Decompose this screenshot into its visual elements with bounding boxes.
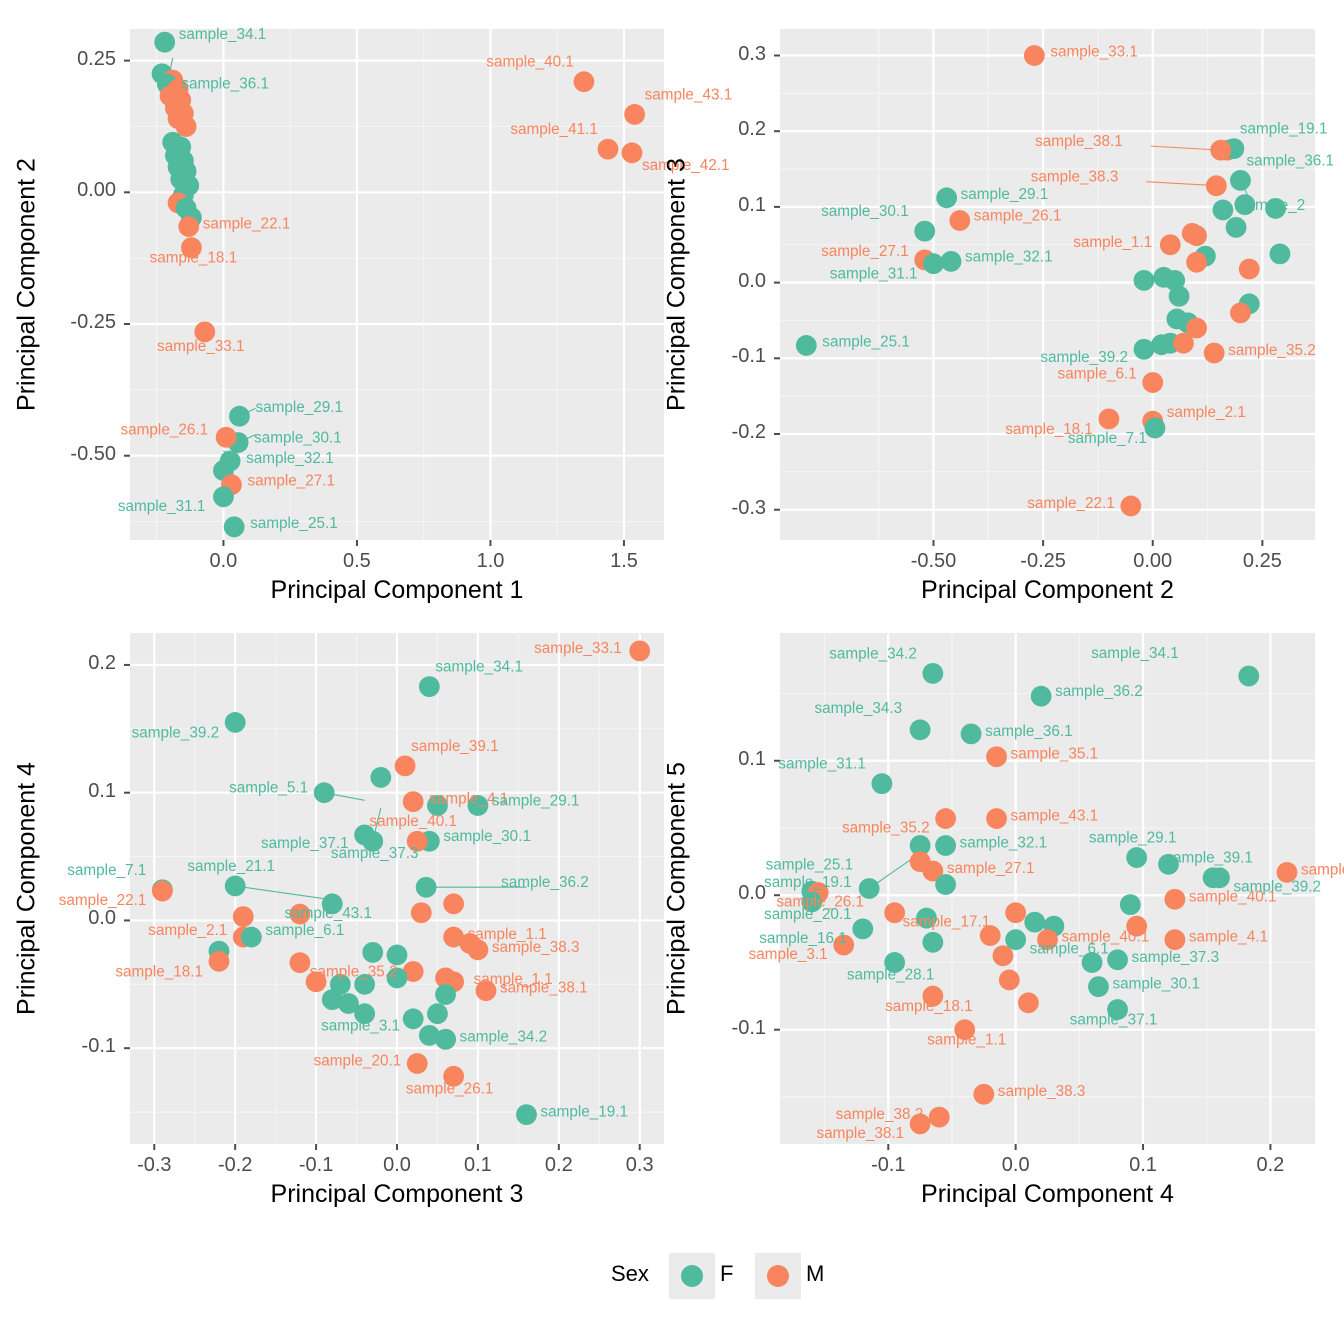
- svg-text:sample_18.1: sample_18.1: [115, 963, 203, 980]
- svg-text:sample_25.1: sample_25.1: [766, 857, 854, 874]
- svg-text:sample_27.1: sample_27.1: [947, 860, 1035, 877]
- svg-text:sample_33.1: sample_33.1: [157, 338, 245, 355]
- svg-text:sample_22.1: sample_22.1: [203, 216, 291, 233]
- svg-text:sample_38.1: sample_38.1: [1035, 133, 1123, 150]
- svg-text:sample_36.1: sample_36.1: [1246, 152, 1334, 169]
- svg-text:sample_39.2: sample_39.2: [1233, 879, 1321, 896]
- svg-text:sample_4.1: sample_4.1: [1189, 929, 1268, 946]
- svg-text:sample_2: sample_2: [1239, 197, 1305, 214]
- svg-text:sample_5.1: sample_5.1: [229, 780, 308, 797]
- svg-text:sample_39.1: sample_39.1: [411, 738, 499, 755]
- svg-text:sample_27.1: sample_27.1: [821, 243, 909, 260]
- svg-text:sample_30.1: sample_30.1: [254, 430, 342, 447]
- svg-text:sample_37.1: sample_37.1: [1070, 1012, 1158, 1029]
- svg-text:sample_33.1: sample_33.1: [534, 640, 622, 657]
- svg-text:sample_26.1: sample_26.1: [121, 421, 209, 438]
- svg-text:sample_3.1: sample_3.1: [749, 946, 828, 963]
- svg-text:sample_25.1: sample_25.1: [822, 333, 910, 350]
- svg-text:sample_29.1: sample_29.1: [961, 186, 1049, 203]
- svg-text:sample_28.1: sample_28.1: [847, 966, 935, 983]
- svg-text:sample_19.1: sample_19.1: [1240, 121, 1328, 138]
- svg-text:sample_38.3: sample_38.3: [1031, 169, 1119, 186]
- svg-text:sample_34.2: sample_34.2: [460, 1028, 548, 1045]
- svg-text:sample_35.2: sample_35.2: [1228, 342, 1316, 359]
- svg-text:sample_6.1: sample_6.1: [265, 922, 344, 939]
- svg-text:sample_25.1: sample_25.1: [250, 515, 338, 532]
- svg-text:sample_32.1: sample_32.1: [965, 248, 1053, 265]
- svg-text:sample_22.1: sample_22.1: [1027, 495, 1115, 512]
- svg-text:sample_3.1: sample_3.1: [321, 1018, 400, 1035]
- svg-text:sample_17.1: sample_17.1: [903, 914, 991, 931]
- svg-text:sample_37.1: sample_37.1: [261, 835, 349, 852]
- svg-text:sample_34.2: sample_34.2: [829, 645, 917, 662]
- svg-text:sample_6.1: sample_6.1: [1058, 366, 1137, 383]
- svg-text:sample_18.1: sample_18.1: [885, 998, 973, 1015]
- svg-text:sample_26.1: sample_26.1: [406, 1080, 494, 1097]
- svg-text:sample_29.1: sample_29.1: [492, 792, 580, 809]
- svg-text:sample_33.1: sample_33.1: [1050, 44, 1138, 61]
- svg-text:sample_1.1: sample_1.1: [1073, 234, 1152, 251]
- svg-text:sample_31.1: sample_31.1: [118, 498, 206, 515]
- svg-text:sample_27.1: sample_27.1: [247, 473, 335, 490]
- svg-text:sample_40.1: sample_40.1: [369, 813, 457, 830]
- svg-text:sample_31.1: sample_31.1: [830, 266, 918, 283]
- svg-text:sample_35.1: sample_35.1: [1011, 746, 1099, 763]
- svg-text:sample_34.1: sample_34.1: [1091, 645, 1179, 662]
- svg-text:sample_16.1: sample_16.1: [759, 930, 847, 947]
- svg-text:sample_19.1: sample_19.1: [764, 874, 852, 891]
- svg-text:sample_38.2: sample_38.2: [836, 1106, 924, 1123]
- svg-text:sample_2.1: sample_2.1: [1167, 404, 1246, 421]
- svg-text:sample_35.2: sample_35.2: [310, 964, 398, 981]
- svg-text:sample_30.1: sample_30.1: [821, 203, 909, 220]
- svg-text:sample_39.2: sample_39.2: [132, 724, 220, 741]
- svg-text:sample_34.3: sample_34.3: [815, 700, 903, 717]
- svg-text:sample_38.3: sample_38.3: [492, 939, 580, 956]
- svg-text:sample_40.1: sample_40.1: [486, 54, 574, 71]
- svg-text:sample_20.1: sample_20.1: [764, 906, 852, 923]
- svg-text:sample_29.1: sample_29.1: [255, 399, 343, 416]
- svg-text:sample_39.1: sample_39.1: [1165, 850, 1253, 867]
- svg-text:sample_38.3: sample_38.3: [998, 1083, 1086, 1100]
- svg-text:sample_1.1: sample_1.1: [927, 1032, 1006, 1049]
- svg-text:sample_41.1: sample_41.1: [510, 121, 598, 138]
- svg-text:sample_30.1: sample_30.1: [1112, 976, 1200, 993]
- svg-text:sample_31.1: sample_31.1: [778, 756, 866, 773]
- svg-text:sample_38.1: sample_38.1: [817, 1125, 905, 1142]
- svg-text:sample_36.2: sample_36.2: [501, 874, 589, 891]
- svg-text:sample_7.1: sample_7.1: [1068, 430, 1147, 447]
- svg-text:sample_39.2: sample_39.2: [1040, 349, 1128, 366]
- svg-text:sample_36.1: sample_36.1: [985, 723, 1073, 740]
- svg-text:sample_43.1: sample_43.1: [284, 905, 372, 922]
- svg-text:sample_29.1: sample_29.1: [1089, 830, 1177, 847]
- svg-text:sample_36.1: sample_36.1: [181, 75, 269, 92]
- svg-text:sample_34.1: sample_34.1: [179, 26, 267, 43]
- svg-text:sample_34.1: sample_34.1: [435, 659, 523, 676]
- svg-text:sample_21.1: sample_21.1: [187, 858, 275, 875]
- svg-text:sample_2.1: sample_2.1: [148, 922, 227, 939]
- svg-text:sample_33.1: sample_33.1: [1301, 861, 1344, 878]
- svg-text:sample_26.1: sample_26.1: [974, 208, 1062, 225]
- svg-text:sample_35.2: sample_35.2: [842, 820, 930, 837]
- svg-text:sample_19.1: sample_19.1: [540, 1104, 628, 1121]
- svg-text:sample_32.1: sample_32.1: [960, 834, 1048, 851]
- svg-text:sample_38.1: sample_38.1: [500, 980, 588, 997]
- svg-text:sample_32.1: sample_32.1: [246, 450, 334, 467]
- svg-text:sample_20.1: sample_20.1: [314, 1053, 402, 1070]
- svg-text:sample_43.1: sample_43.1: [1011, 808, 1099, 825]
- svg-text:sample_43.1: sample_43.1: [645, 86, 733, 103]
- svg-text:sample_18.1: sample_18.1: [150, 250, 238, 267]
- svg-text:sample_7.1: sample_7.1: [67, 862, 146, 879]
- svg-text:sample_36.2: sample_36.2: [1055, 683, 1143, 700]
- svg-text:sample_37.3: sample_37.3: [1132, 949, 1220, 966]
- svg-text:sample_30.1: sample_30.1: [443, 828, 531, 845]
- svg-text:sample_6.1: sample_6.1: [1030, 941, 1109, 958]
